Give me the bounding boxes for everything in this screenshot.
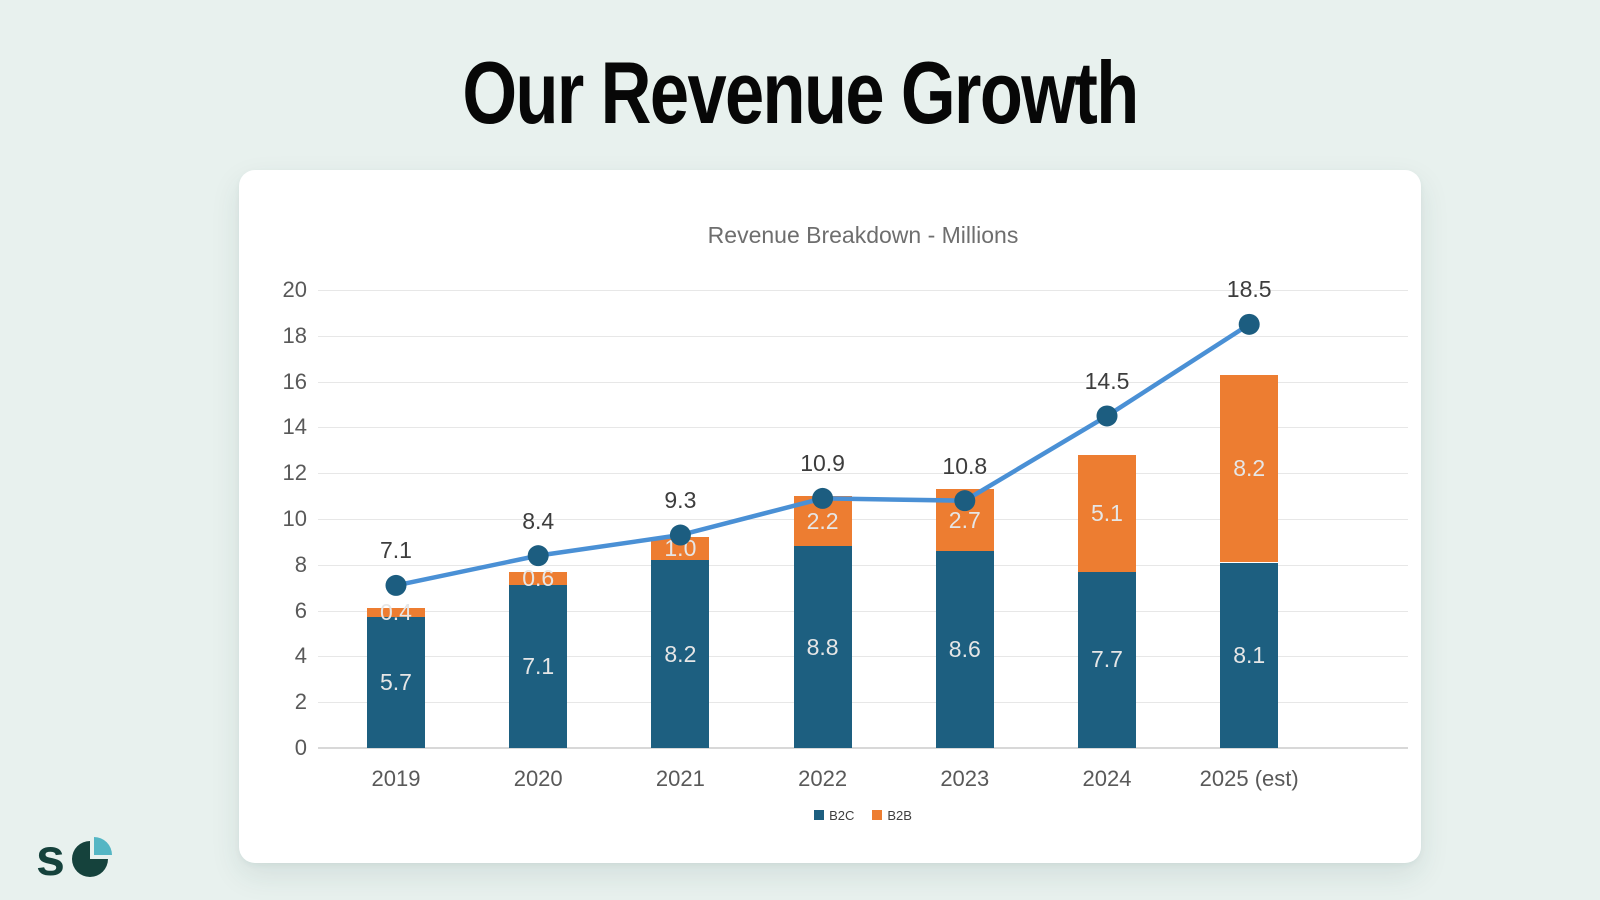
x-axis-tick-label: 2023 — [940, 766, 990, 791]
y-axis-tick-label: 6 — [294, 597, 307, 623]
bar-segment-b2b — [1220, 374, 1279, 563]
bar-segment-b2c — [1220, 562, 1279, 748]
line-point-label: 7.1 — [380, 537, 412, 564]
line-point-label: 14.5 — [1084, 367, 1130, 394]
bar-value-label: 8.8 — [806, 633, 839, 660]
x-axis-tick-label: 2020 — [513, 766, 563, 791]
line-point-label: 10.8 — [942, 452, 988, 479]
x-axis-tick-label: 2025 (est) — [1199, 766, 1299, 791]
logo-pie-icon — [71, 837, 112, 877]
bar-segment-b2c — [651, 560, 710, 748]
legend-swatch-icon — [872, 810, 883, 820]
line-point-marker — [1096, 405, 1118, 427]
bar-segment-b2c — [1078, 571, 1136, 748]
bar-value-label: 8.2 — [1233, 455, 1266, 482]
gridline — [318, 381, 1408, 383]
bar-segment-b2c — [793, 546, 852, 748]
bar-value-label: 5.7 — [380, 669, 412, 696]
bar-value-label: 2.2 — [806, 507, 839, 534]
legend-swatch-icon — [814, 810, 825, 820]
bar-segment-b2b — [1078, 454, 1136, 572]
bar-segment-b2b — [367, 608, 425, 618]
y-axis-tick-label: 10 — [282, 506, 307, 531]
chart-plot-area: 0 2 4 6 8 10 12 14 16 18 20 5.7 0.4 2019 7.1 0.6 2020 8.2… — [239, 170, 1421, 863]
bar-segment-b2c — [935, 551, 994, 748]
x-axis-tick-label: 2019 — [371, 766, 421, 791]
legend-label: B2B — [887, 807, 912, 823]
line-point-marker — [1238, 313, 1260, 335]
bar-value-label: 7.1 — [522, 653, 555, 680]
legend-item: B2C — [814, 808, 854, 823]
gridline — [318, 427, 1408, 429]
y-axis-tick-label: 12 — [282, 460, 307, 486]
bar-segment-b2c — [509, 585, 568, 748]
chart-legend: B2C B2B — [318, 806, 1408, 824]
line-point-marker — [385, 574, 407, 596]
gridline — [318, 519, 1408, 520]
bar-value-label: 7.7 — [1091, 646, 1123, 673]
bar-value-label: 8.6 — [948, 636, 981, 663]
x-axis-tick-label: 2022 — [798, 766, 848, 791]
bar-segment-b2b — [651, 537, 710, 561]
line-series — [385, 313, 1260, 596]
gridline — [318, 610, 1408, 612]
bar-segment-b2b — [509, 571, 568, 586]
page-title: Our Revenue Growth — [462, 43, 1139, 142]
y-axis-tick-label: 4 — [294, 643, 307, 669]
y-axis-tick-label: 8 — [294, 551, 307, 577]
gridline — [318, 747, 1408, 749]
brand-logo: s — [36, 822, 115, 888]
line-point-marker — [954, 490, 976, 512]
legend-label: B2C — [829, 807, 855, 823]
x-axis-tick-label: 2021 — [655, 766, 705, 791]
legend-item: B2B — [872, 808, 912, 823]
gridline — [318, 656, 1408, 658]
chart-title: Revenue Breakdown - Millions — [707, 222, 1019, 248]
line-point-marker — [669, 524, 691, 546]
line-point-marker — [812, 487, 834, 509]
line-point-label: 8.4 — [522, 507, 555, 534]
line-point-label: 9.3 — [664, 487, 697, 514]
bar-value-label: 8.2 — [664, 640, 697, 667]
y-axis-tick-label: 20 — [282, 277, 307, 302]
chart-card: Revenue Breakdown - Millions 0 2 4 6 8 10 12 14… — [239, 170, 1421, 863]
line-point-marker — [527, 545, 549, 567]
line-point-label: 10.9 — [800, 450, 845, 477]
y-axis-tick-label: 18 — [282, 322, 307, 348]
bar-segment-b2c — [367, 617, 425, 748]
line-point-label: 18.5 — [1226, 276, 1272, 303]
bar-value-label: 8.1 — [1233, 641, 1266, 668]
gridline — [318, 290, 1408, 291]
gridline — [318, 335, 1408, 337]
gridline — [318, 564, 1408, 566]
gridline — [318, 473, 1408, 475]
gridline — [318, 702, 1408, 704]
y-axis-tick-label: 16 — [282, 368, 307, 394]
y-axis-tick-label: 2 — [294, 689, 307, 715]
bar-value-label: 5.1 — [1091, 499, 1123, 526]
y-axis-tick-label: 0 — [294, 735, 307, 760]
logo-letter: s — [36, 829, 65, 888]
y-axis-tick-label: 14 — [282, 414, 307, 440]
x-axis-tick-label: 2024 — [1082, 766, 1132, 791]
